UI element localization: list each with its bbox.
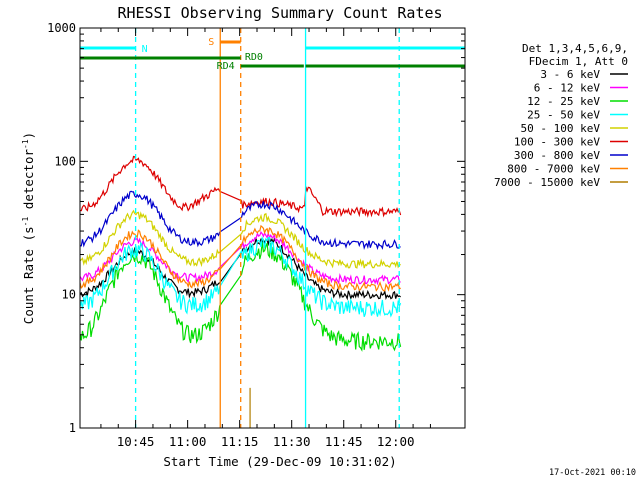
y-axis-label: Count Rate (s-1 detector-1)	[21, 132, 36, 324]
series-line	[80, 231, 401, 286]
y-tick-label: 100	[54, 154, 76, 168]
legend-label: 3 - 6 keV	[540, 68, 600, 81]
legend-header-line-2: FDecim 1, Att 0	[529, 55, 628, 68]
series-line	[80, 224, 401, 292]
x-tick-label: 12:00	[377, 434, 415, 449]
y-tick-label: 10	[62, 288, 76, 302]
legend-label: 7000 - 15000 keV	[494, 176, 600, 189]
x-tick-label: 10:45	[117, 434, 155, 449]
generation-timestamp: 17-Oct-2021 00:10	[549, 468, 636, 478]
legend-label: 300 - 800 keV	[514, 149, 600, 162]
flag-label: N	[142, 44, 148, 55]
flag-label: RD4	[217, 61, 235, 72]
flag-label: S	[208, 37, 214, 48]
flag-label: RD0	[245, 52, 263, 63]
series-line	[80, 190, 401, 251]
series-line	[80, 241, 402, 352]
legend-label: 800 - 7000 keV	[507, 163, 600, 176]
series-line	[80, 209, 401, 269]
y-tick-label: 1	[69, 421, 76, 435]
vertical-marks-layer	[134, 28, 400, 428]
y-axis: 1 10 100 1000	[47, 21, 465, 435]
chart-title: RHESSI Observing Summary Count Rates	[117, 4, 442, 22]
x-tick-label: 11:00	[169, 434, 207, 449]
plot-clip-group: N S RD4 RD0	[80, 28, 466, 428]
legend-label: 6 - 12 keV	[534, 82, 601, 95]
y-tick-label: 1000	[47, 21, 76, 35]
plot-frame	[79, 27, 466, 429]
series-line	[80, 236, 402, 318]
series-line	[80, 155, 402, 218]
x-axis: 10:45 11:00 11:15 11:30 11:45 12:00	[100, 28, 431, 449]
x-tick-label: 11:45	[325, 434, 363, 449]
legend-label: 25 - 50 keV	[527, 109, 600, 122]
legend-header-line-1: Det 1,3,4,5,6,9,	[522, 42, 628, 55]
legend-label: 12 - 25 keV	[527, 95, 600, 108]
x-tick-label: 11:15	[221, 434, 259, 449]
legend-label: 50 - 100 keV	[521, 122, 601, 135]
x-axis-label: Start Time (29-Dec-09 10:31:02)	[163, 454, 396, 469]
legend-label: 100 - 300 keV	[514, 136, 600, 149]
series-layer	[80, 155, 402, 428]
flags-layer: N S RD4 RD0	[80, 37, 466, 72]
legend: Det 1,3,4,5,6,9, FDecim 1, Att 0 3 - 6 k…	[494, 42, 628, 189]
x-tick-label: 11:30	[273, 434, 311, 449]
